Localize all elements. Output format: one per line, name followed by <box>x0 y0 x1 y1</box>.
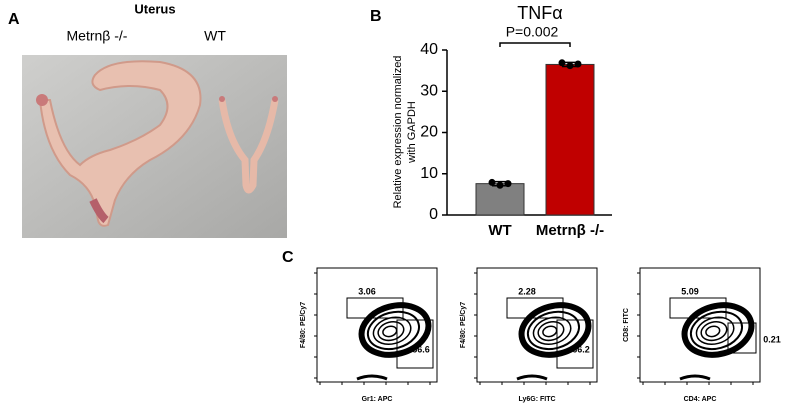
x-tick-label: WT <box>488 222 511 239</box>
gate-value: 66.2 <box>572 344 590 354</box>
gate <box>669 297 727 319</box>
gate <box>556 319 594 369</box>
plot-frame <box>476 267 598 383</box>
y-tick-label: 0 <box>429 206 438 223</box>
contour <box>537 321 565 342</box>
panel-label: B <box>370 8 382 25</box>
data-point <box>574 60 582 68</box>
panel-label: C <box>282 249 294 266</box>
flow-plot: 5.09 0.21 CD4: APC CD8: FITC <box>623 267 781 403</box>
contour <box>356 374 388 381</box>
bar <box>545 63 595 216</box>
photo <box>22 55 287 238</box>
chart-title: TNFα <box>517 3 562 23</box>
gate <box>396 319 434 369</box>
y-tick-label: 10 <box>420 165 438 182</box>
data-point <box>504 180 512 188</box>
contour <box>526 310 580 351</box>
y-tick-label: 40 <box>420 41 438 58</box>
gate <box>346 297 404 319</box>
gate-value: 56.6 <box>412 344 430 354</box>
data-point <box>496 181 504 189</box>
y-axis-title: F4/80: PE/Cy7 <box>300 302 307 348</box>
panel-label: A <box>8 11 20 28</box>
y-axis-title: CD8: FITC <box>623 308 630 342</box>
gate <box>727 322 757 354</box>
contour <box>679 374 711 381</box>
data-point <box>558 59 566 67</box>
contour <box>366 310 420 351</box>
gate-value: 0.21 <box>763 334 781 344</box>
data-point <box>488 178 496 186</box>
x-axis-title: Ly6G: FITC <box>518 396 555 403</box>
significance-bracket <box>499 42 571 47</box>
plot-frame <box>316 267 438 383</box>
plot-frame <box>639 267 761 383</box>
gate-value: 5.09 <box>681 286 699 296</box>
y-axis-title-line: Relative expression normalized <box>392 56 404 209</box>
photo-label: WT <box>204 28 226 44</box>
y-tick-label: 20 <box>420 124 438 141</box>
annotation: P=0.002 <box>506 24 559 40</box>
gate <box>506 297 564 319</box>
contour <box>705 325 721 338</box>
gate-value: 2.28 <box>518 286 536 296</box>
gate-value: 3.06 <box>358 286 376 296</box>
photo-title: Uterus <box>134 1 175 16</box>
flow-plot: 2.28 66.2 Ly6G: FITC F4/80: PE/Cy7 <box>460 267 598 403</box>
y-axis-title-line: with GAPDH <box>406 101 418 164</box>
x-tick-label: Metrnβ -/- <box>536 222 604 239</box>
y-tick-label: 30 <box>420 82 438 99</box>
y-axis-title: F4/80: PE/Cy7 <box>460 302 467 348</box>
contour <box>689 310 743 351</box>
photo-label: Metrnβ -/- <box>67 28 128 44</box>
contour <box>516 374 548 381</box>
contour <box>700 321 728 342</box>
contour <box>377 321 405 342</box>
y-axis-title: Relative expression normalized with GAPD… <box>392 56 418 209</box>
data-point <box>566 62 574 70</box>
flow-plot: 3.06 56.6 Gr1: APC F4/80: PE/Cy7 <box>300 267 438 403</box>
x-axis-title: Gr1: APC <box>362 396 393 403</box>
x-axis-title: CD4: APC <box>684 396 717 403</box>
